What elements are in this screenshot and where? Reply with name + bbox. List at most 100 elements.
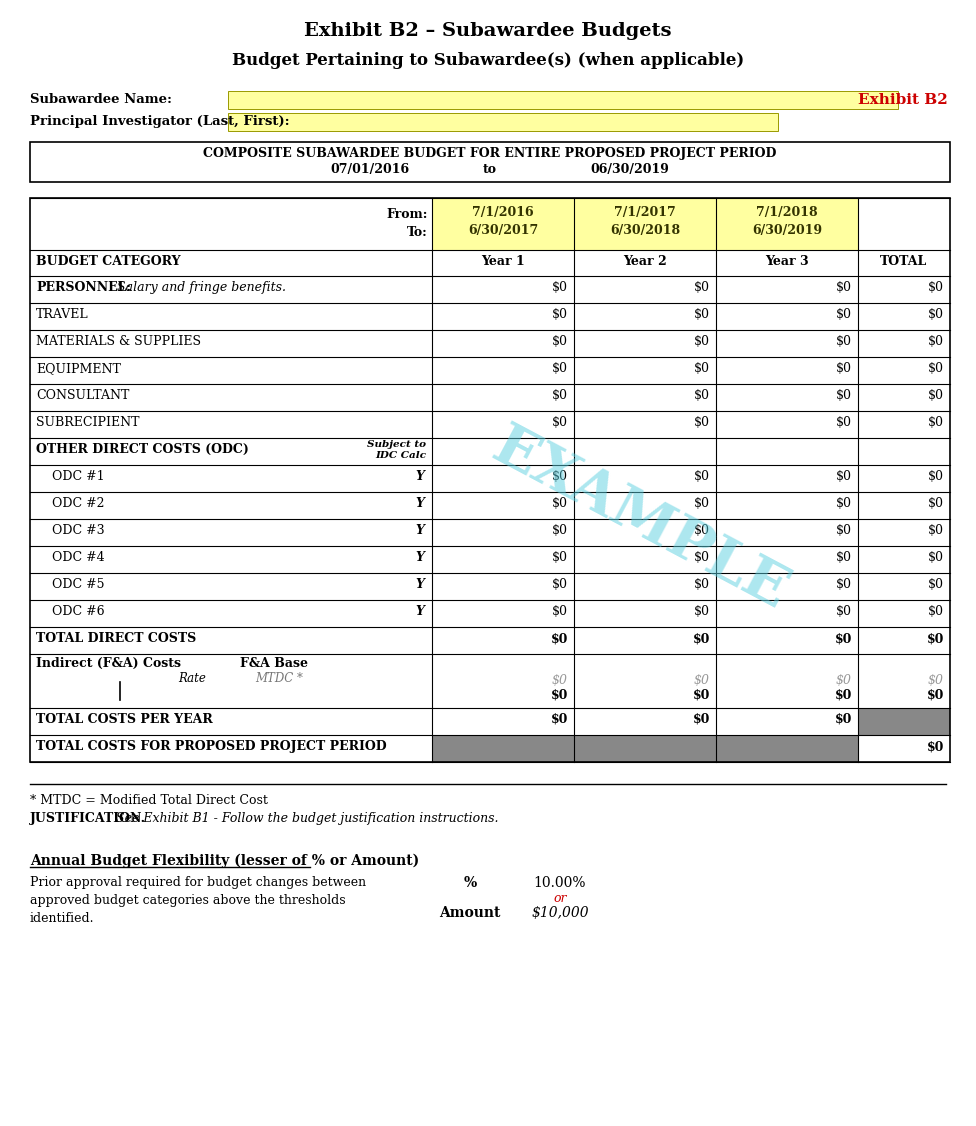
Text: Y: Y [415, 605, 424, 618]
Text: $0: $0 [836, 388, 852, 402]
Text: Year 2: Year 2 [623, 254, 667, 268]
Text: $0: $0 [836, 282, 852, 294]
Text: $0: $0 [694, 309, 710, 321]
Bar [858, 708, 950, 735]
Text: $0: $0 [552, 497, 568, 510]
Text: Rate: Rate [178, 672, 206, 685]
Text: TOTAL COSTS PER YEAR: TOTAL COSTS PER YEAR [36, 713, 213, 726]
Text: Subawardee Name:: Subawardee Name: [30, 93, 172, 106]
Text: $0: $0 [550, 713, 568, 726]
Text: Annual Budget Flexibility (lesser of % or Amount): Annual Budget Flexibility (lesser of % o… [30, 854, 420, 868]
Text: 7/1/2016: 7/1/2016 [472, 206, 534, 218]
Text: 7/1/2018: 7/1/2018 [756, 206, 818, 218]
Text: Y: Y [415, 524, 424, 537]
Text: Y: Y [415, 497, 424, 510]
Text: $0: $0 [836, 674, 852, 687]
Text: ODC #5: ODC #5 [52, 578, 104, 591]
Text: CONSULTANT: CONSULTANT [36, 388, 130, 402]
Text: 7/1/2017: 7/1/2017 [614, 206, 675, 218]
Text: $0: $0 [552, 282, 568, 294]
Text: $0: $0 [552, 674, 568, 687]
Text: $0: $0 [836, 524, 852, 537]
Text: $0: $0 [836, 415, 852, 429]
Text: OTHER DIRECT COSTS (ODC): OTHER DIRECT COSTS (ODC) [36, 443, 249, 456]
Text: $0: $0 [836, 470, 852, 483]
Text: $0: $0 [694, 497, 710, 510]
Text: $0: $0 [928, 309, 944, 321]
Text: $0: $0 [694, 336, 710, 348]
Text: $0: $0 [926, 632, 944, 645]
Text: $0: $0 [694, 282, 710, 294]
Text: $0: $0 [694, 551, 710, 564]
Text: MTDC *: MTDC * [255, 672, 303, 685]
Text: Prior approval required for budget changes between
approved budget categories ab: Prior approval required for budget chang… [30, 876, 366, 924]
Text: $0: $0 [928, 551, 944, 564]
Text: $0: $0 [694, 524, 710, 537]
Text: ODC #4: ODC #4 [52, 551, 104, 564]
Text: $0: $0 [928, 415, 944, 429]
Text: Amount: Amount [439, 906, 501, 920]
Text: $0: $0 [928, 497, 944, 510]
Bar [432, 198, 574, 250]
Bar [574, 198, 716, 250]
Text: IDC Calc: IDC Calc [375, 452, 426, 461]
Text: $0: $0 [928, 605, 944, 618]
Text: MATERIALS & SUPPLIES: MATERIALS & SUPPLIES [36, 336, 201, 348]
Text: $0: $0 [552, 470, 568, 483]
Text: $0: $0 [836, 336, 852, 348]
Text: $0: $0 [694, 470, 710, 483]
Text: $0: $0 [928, 578, 944, 591]
Text: F&A Base: F&A Base [240, 656, 308, 670]
Text: $0: $0 [694, 388, 710, 402]
Text: $0: $0 [552, 336, 568, 348]
Text: EQUIPMENT: EQUIPMENT [36, 361, 121, 375]
Text: $0: $0 [836, 361, 852, 375]
Text: ODC #3: ODC #3 [52, 524, 104, 537]
Text: $0: $0 [552, 415, 568, 429]
Bar [30, 198, 950, 762]
Text: 06/30/2019: 06/30/2019 [590, 163, 670, 176]
Text: Y: Y [415, 578, 424, 591]
Bar [228, 91, 898, 109]
Text: $0: $0 [693, 632, 710, 645]
Text: $0: $0 [552, 361, 568, 375]
Text: $0: $0 [694, 361, 710, 375]
Text: 6/30/2018: 6/30/2018 [610, 224, 680, 236]
Text: $0: $0 [926, 689, 944, 701]
Text: $0: $0 [836, 497, 852, 510]
Text: TOTAL DIRECT COSTS: TOTAL DIRECT COSTS [36, 632, 196, 645]
Bar [30, 142, 950, 182]
Text: $0: $0 [694, 415, 710, 429]
Text: $0: $0 [552, 524, 568, 537]
Text: $0: $0 [836, 578, 852, 591]
Text: Budget Pertaining to Subawardee(s) (when applicable): Budget Pertaining to Subawardee(s) (when… [232, 52, 744, 69]
Text: $0: $0 [836, 309, 852, 321]
Text: JUSTIFICATION.: JUSTIFICATION. [30, 812, 146, 825]
Text: $0: $0 [928, 282, 944, 294]
Text: $0: $0 [926, 740, 944, 753]
Text: $0: $0 [550, 689, 568, 701]
Text: $0: $0 [693, 689, 710, 701]
Text: $0: $0 [928, 524, 944, 537]
Bar [228, 113, 778, 131]
Text: 6/30/2017: 6/30/2017 [468, 224, 538, 236]
Text: Exhibit B2 – Subawardee Budgets: Exhibit B2 – Subawardee Budgets [305, 23, 671, 41]
Text: BUDGET CATEGORY: BUDGET CATEGORY [36, 254, 181, 268]
Text: SUBRECIPIENT: SUBRECIPIENT [36, 415, 140, 429]
Text: $0: $0 [550, 632, 568, 645]
Text: $0: $0 [552, 309, 568, 321]
Text: Salary and fringe benefits.: Salary and fringe benefits. [109, 282, 286, 294]
Text: to: to [483, 163, 497, 176]
Text: TRAVEL: TRAVEL [36, 309, 89, 321]
Text: $0: $0 [834, 689, 852, 701]
Text: Y: Y [415, 470, 424, 483]
Text: $0: $0 [694, 605, 710, 618]
Text: Subject to: Subject to [367, 440, 426, 449]
Text: $0: $0 [834, 713, 852, 726]
Text: $0: $0 [552, 551, 568, 564]
Text: $0: $0 [836, 605, 852, 618]
Text: %: % [464, 876, 476, 890]
Text: EXAMPLE: EXAMPLE [482, 419, 797, 622]
Text: Principal Investigator (Last, First):: Principal Investigator (Last, First): [30, 115, 290, 128]
Text: $0: $0 [694, 674, 710, 687]
